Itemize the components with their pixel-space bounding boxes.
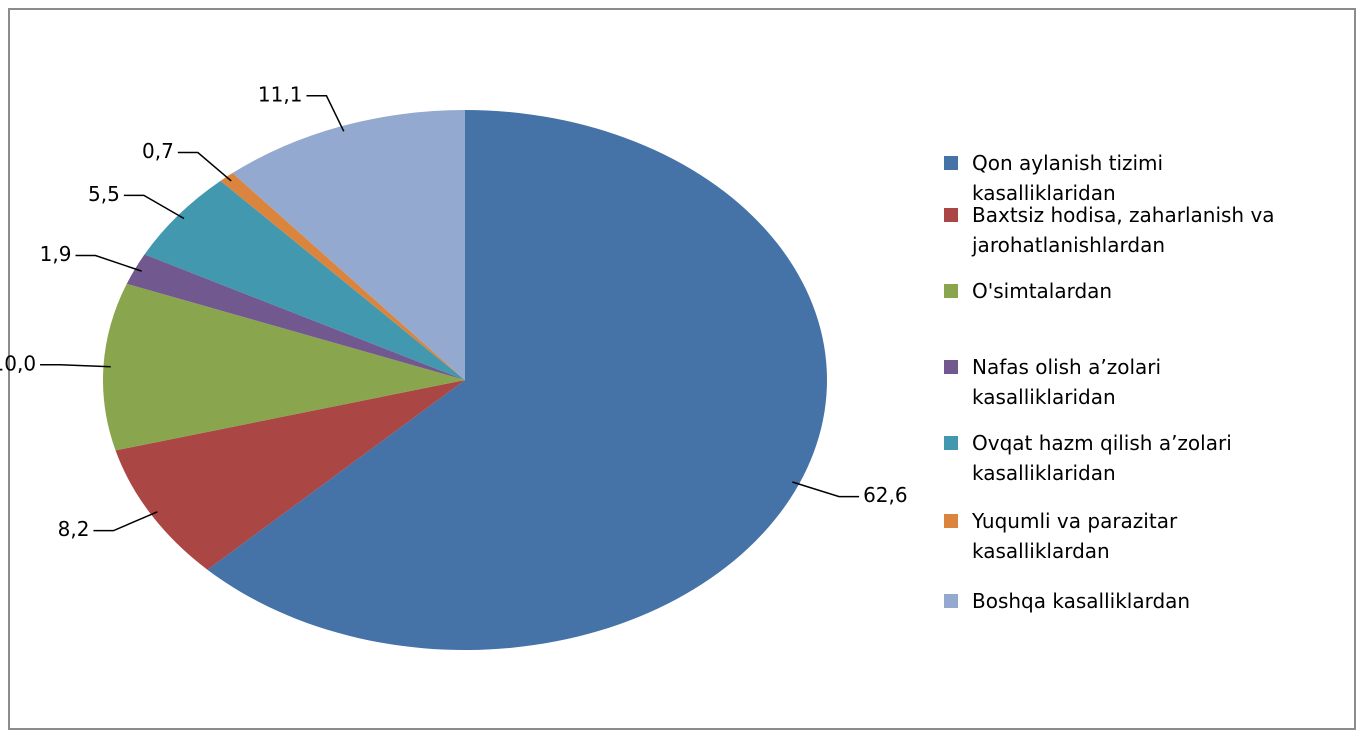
data-label: 11,1 [258, 82, 303, 106]
legend-label: O'simtalardan [972, 279, 1113, 303]
leader-line [93, 511, 158, 532]
pie-slice [144, 180, 465, 380]
leader-line [792, 481, 860, 498]
pie-slice [103, 283, 465, 451]
legend-swatch [944, 156, 958, 170]
legend-item: Boshqa kasalliklardan [940, 586, 1332, 616]
pie-slice [232, 110, 465, 380]
legend-label: Boshqa kasalliklardan [972, 589, 1191, 613]
pie-slice [126, 254, 466, 380]
legend-label: Nafas olish a’zolari kasalliklaridan [972, 355, 1162, 409]
leader-line [123, 194, 185, 220]
data-label: 62,6 [863, 483, 908, 507]
legend-label: Ovqat hazm qilish a’zolari kasalliklarid… [972, 431, 1232, 485]
legend-swatch [944, 594, 958, 608]
legend-swatch [944, 284, 958, 298]
data-label: 1,9 [40, 242, 72, 266]
legend-item: Baxtsiz hodisa, zaharlanish va jarohatla… [940, 200, 1322, 260]
leader-line [177, 151, 232, 182]
data-label: 5,5 [88, 182, 120, 206]
legend-label: Qon aylanish tizimi kasalliklaridan [972, 151, 1164, 205]
leader-line [306, 95, 345, 132]
legend-swatch [944, 208, 958, 222]
data-label: 8,2 [58, 517, 90, 541]
data-label: 10,0 [0, 351, 36, 375]
chart-frame [8, 8, 1356, 730]
legend-item: Ovqat hazm qilish a’zolari kasalliklarid… [940, 428, 1302, 488]
pie-slice [115, 380, 465, 570]
legend-item: Nafas olish a’zolari kasalliklaridan [940, 352, 1302, 412]
leader-line [40, 364, 111, 368]
pie-slice [207, 110, 827, 650]
legend-label: Baxtsiz hodisa, zaharlanish va jarohatla… [972, 203, 1275, 257]
data-label: 0,7 [142, 139, 174, 163]
legend-item: O'simtalardan [940, 276, 1332, 306]
legend-swatch [944, 514, 958, 528]
legend-item: Qon aylanish tizimi kasalliklaridan [940, 148, 1202, 208]
pie-slice [220, 173, 465, 380]
legend-label: Yuqumli va parazitar kasalliklardan [972, 509, 1178, 563]
legend-swatch [944, 360, 958, 374]
leader-line [75, 254, 142, 272]
legend-swatch [944, 436, 958, 450]
legend-item: Yuqumli va parazitar kasalliklardan [940, 506, 1232, 566]
